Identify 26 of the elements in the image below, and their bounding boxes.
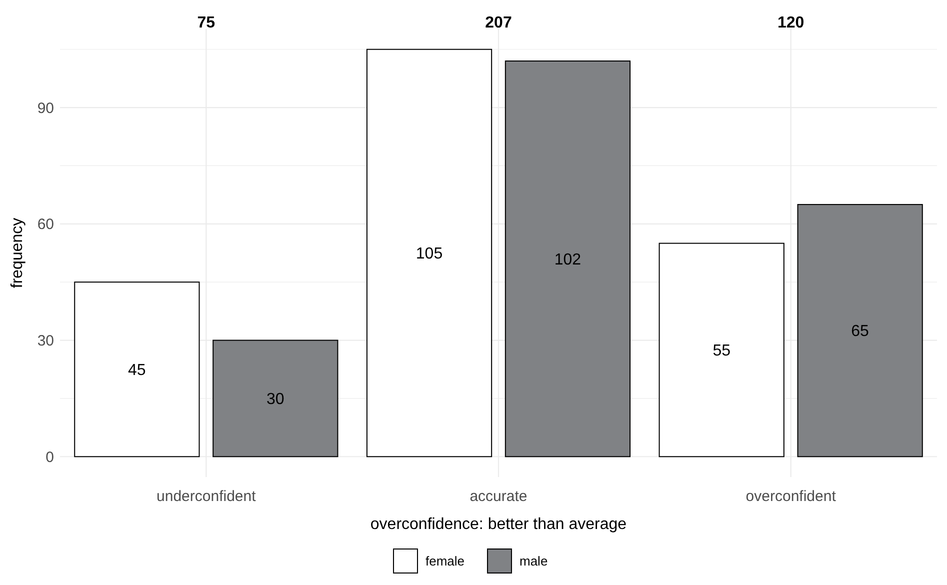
annotation: 120: [777, 14, 804, 32]
y-tick-label: 0: [46, 448, 54, 466]
x-tick-label: overconfident: [746, 488, 837, 505]
data-label: 102: [554, 251, 582, 268]
legend-label: male: [520, 554, 548, 569]
y-axis-title: frequency: [9, 218, 26, 288]
bar: [366, 48, 492, 458]
data-label: 65: [851, 323, 870, 340]
data-label: 55: [712, 342, 731, 360]
data-label: 105: [416, 246, 443, 263]
bar: [74, 282, 200, 458]
bar: [797, 204, 923, 458]
bar: [212, 340, 338, 458]
bar: [504, 60, 631, 458]
bar: [658, 242, 784, 458]
annotation: 207: [485, 14, 512, 32]
data-label: 30: [266, 391, 284, 408]
y-tick-label: 90: [37, 100, 54, 117]
y-tick-label: 30: [37, 332, 54, 350]
annotation: 75: [197, 14, 216, 32]
data-label: 45: [128, 362, 146, 379]
legend-label: female: [426, 554, 465, 569]
y-tick-label: 60: [37, 216, 54, 234]
x-tick-label: underconfident: [156, 488, 257, 505]
x-axis-title: overconfidence: better than average: [370, 516, 627, 533]
x-tick-label: accurate: [470, 488, 528, 505]
